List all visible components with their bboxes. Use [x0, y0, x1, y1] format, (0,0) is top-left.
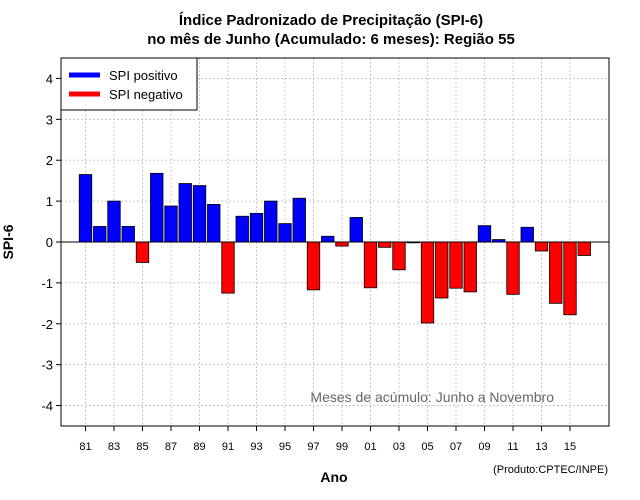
bar-2003 — [392, 241, 406, 271]
bar-1993 — [249, 212, 264, 243]
y-tick-label: 1 — [46, 194, 53, 209]
bar-1992 — [235, 215, 249, 243]
bar-2014 — [549, 241, 563, 304]
y-tick-label: -4 — [41, 399, 53, 414]
legend: SPI positivo SPI negativo — [60, 57, 198, 111]
annotation-text: Meses de acúmulo: Junho a Novembro — [310, 389, 554, 405]
bar-1991 — [221, 241, 235, 294]
bar-2008 — [463, 241, 477, 293]
x-tick-label: 87 — [165, 441, 177, 453]
chart-title-line2: no mês de Junho (Acumulado: 6 meses): Re… — [147, 31, 515, 48]
bar-1989 — [192, 185, 207, 243]
bar-1987 — [164, 205, 178, 243]
bar-2000 — [349, 217, 363, 243]
bar-2016 — [577, 241, 591, 256]
x-tick-label: 01 — [364, 441, 376, 453]
x-tick-label: 97 — [307, 441, 319, 453]
x-tick-label: 03 — [393, 441, 405, 453]
y-tick-label: 4 — [46, 71, 53, 86]
y-axis-title: SPI-6 — [0, 224, 16, 259]
x-tick-label: 91 — [222, 441, 234, 453]
bar-1990 — [207, 203, 221, 243]
legend-label-positive: SPI positivo — [109, 68, 178, 83]
x-tick-label: 81 — [79, 441, 91, 453]
x-tick-label: 85 — [136, 441, 148, 453]
x-tick-label: 15 — [564, 441, 576, 453]
bar-1994 — [264, 200, 278, 243]
x-tick-label: 05 — [421, 441, 433, 453]
bar-2001 — [363, 241, 378, 289]
bar-1981 — [78, 174, 93, 243]
y-tick-label: -1 — [41, 276, 53, 291]
x-tick-label: 99 — [336, 441, 348, 453]
bar-1997 — [306, 241, 321, 291]
bar-1999 — [335, 241, 349, 247]
bar-series — [78, 172, 591, 324]
bar-1986 — [150, 172, 164, 243]
x-tick-label: 89 — [193, 441, 205, 453]
x-axis: 81 83 85 87 89 91 93 95 97 99 01 03 05 07 09 11 13 15 — [79, 426, 576, 453]
y-tick-label: -3 — [41, 358, 53, 373]
plot-frame — [60, 57, 610, 427]
bar-2002 — [378, 241, 392, 248]
bar-1995 — [278, 223, 292, 243]
chart-title-line1: Índice Padronizado de Precipitação (SPI-… — [179, 12, 483, 29]
x-tick-label: 09 — [478, 441, 490, 453]
x-tick-label: 07 — [450, 441, 462, 453]
bar-1982 — [93, 226, 107, 243]
bar-2006 — [435, 241, 449, 299]
y-tick-label: 0 — [46, 235, 53, 250]
bar-2015 — [563, 241, 577, 316]
bar-2005 — [420, 241, 435, 324]
bar-1998 — [321, 235, 335, 243]
bar-2013 — [534, 241, 549, 252]
bar-1983 — [107, 200, 121, 243]
x-tick-label: 83 — [108, 441, 120, 453]
credit-text: (Produto:CPTEC/INPE) — [493, 464, 608, 476]
y-tick-label: -2 — [41, 317, 53, 332]
bar-2009 — [477, 225, 492, 243]
x-tick-label: 93 — [250, 441, 262, 453]
y-tick-label: 3 — [46, 112, 53, 127]
bar-2012 — [520, 226, 534, 243]
x-tick-label: 13 — [535, 441, 547, 453]
bar-2011 — [506, 241, 520, 295]
bar-1985 — [135, 241, 150, 263]
bar-2007 — [449, 241, 463, 289]
y-tick-label: 2 — [46, 153, 53, 168]
x-axis-title: Ano — [320, 469, 347, 485]
bar-1984 — [121, 226, 135, 243]
x-tick-label: 95 — [279, 441, 291, 453]
x-tick-label: 11 — [507, 441, 518, 453]
y-axis: -4 -3 -2 -1 0 1 2 3 4 — [41, 71, 61, 414]
legend-box — [60, 57, 198, 111]
bar-1996 — [292, 197, 306, 243]
bar-1988 — [178, 183, 192, 243]
legend-label-negative: SPI negativo — [109, 87, 183, 102]
